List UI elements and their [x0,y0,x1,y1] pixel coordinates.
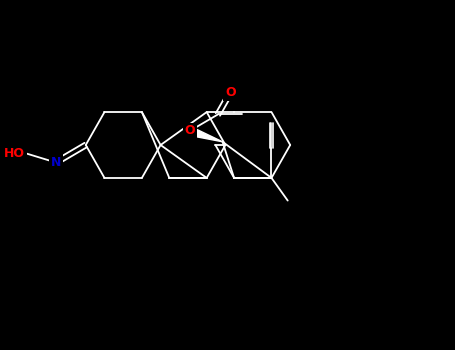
Text: HO: HO [4,147,25,160]
Polygon shape [188,127,222,142]
Text: O: O [184,125,195,138]
Text: O: O [225,86,236,99]
Text: N: N [51,156,61,169]
